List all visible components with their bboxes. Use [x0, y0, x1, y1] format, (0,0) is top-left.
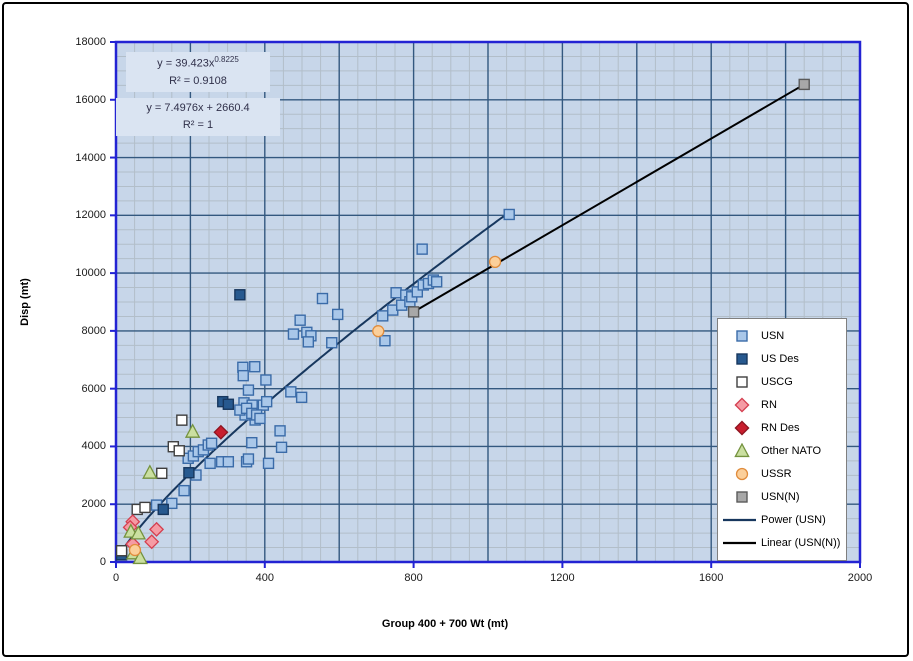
y-tick-label: 4000: [81, 440, 106, 453]
legend-item-uscg[interactable]: USCG: [718, 370, 846, 393]
y-tick-label: 2000: [81, 498, 106, 511]
legend-marker-ussr: [735, 467, 749, 480]
series-rn-des: [213, 424, 229, 440]
power-equation-text: y = 39.423x0.8225: [157, 55, 239, 70]
y-tick-label: 16000: [75, 93, 106, 106]
legend-line-linear-usn-n: [723, 541, 756, 544]
legend-marker-other-nato: [734, 442, 750, 457]
x-tick-label: 1600: [698, 572, 724, 584]
x-tick-label: 400: [255, 572, 274, 584]
linear-equation-r2: R² = 1: [182, 119, 214, 132]
y-tick-label: 10000: [75, 267, 106, 280]
legend-label-usn: USN: [761, 329, 785, 342]
series-ussr: [128, 255, 502, 557]
legend-item-other-nato[interactable]: Other NATO: [718, 439, 846, 462]
legend-marker-usn: [736, 329, 748, 342]
linear-equation-text: y = 7.4976x + 2660.4: [146, 102, 250, 114]
legend-label-ussr: USSR: [761, 467, 792, 480]
legend-item-usn-n[interactable]: USN(N): [718, 485, 846, 508]
y-tick-label: 18000: [75, 36, 106, 48]
legend-label-linear-usn-n: Linear (USN(N)): [761, 536, 841, 549]
series-usn-n: [407, 78, 810, 318]
x-tick-label: 800: [404, 572, 423, 584]
legend-label-rn: RN: [761, 398, 777, 411]
y-axis-title: Disp (mt): [19, 278, 31, 326]
y-tick-label: 6000: [81, 382, 106, 395]
legend-item-us-des[interactable]: US Des: [718, 347, 846, 370]
linear-equation-label[interactable]: y = 7.4976x + 2660.4 R² = 1: [116, 98, 280, 137]
y-tick-label: 14000: [75, 151, 106, 164]
power-equation-label[interactable]: y = 39.423x0.8225 R² = 0.9108: [126, 52, 270, 92]
power-equation-r2: R² = 0.9108: [169, 74, 227, 87]
legend-item-power-usn[interactable]: Power (USN): [718, 508, 846, 531]
legend-item-rn-des[interactable]: RN Des: [718, 416, 846, 439]
legend-line-power-usn: [723, 518, 756, 521]
legend-marker-rn-des: [734, 419, 750, 436]
x-tick-label: 0: [112, 572, 120, 584]
power-trendline: [118, 211, 510, 557]
legend-item-usn[interactable]: USN: [718, 324, 846, 347]
legend-item-ussr[interactable]: USSR: [718, 462, 846, 485]
x-axis-title: Group 400 + 700 Wt (mt): [381, 618, 509, 630]
y-tick-label: 8000: [81, 324, 106, 337]
legend-label-usn-n: USN(N): [761, 490, 800, 503]
legend-label-other-nato: Other NATO: [761, 444, 822, 457]
legend-label-us-des: US Des: [761, 352, 799, 365]
x-tick-label: 2000: [847, 572, 873, 584]
series-uscg: [115, 414, 188, 557]
y-tick-label: 0: [99, 556, 106, 568]
x-tick-label: 1200: [550, 572, 575, 584]
legend-item-rn[interactable]: RN: [718, 393, 846, 416]
y-tick-label: 12000: [75, 209, 106, 222]
series-usn: [150, 208, 515, 511]
legend-marker-uscg: [736, 375, 748, 388]
legend-item-linear-usn-n[interactable]: Linear (USN(N)): [718, 531, 846, 554]
legend-marker-rn: [734, 396, 750, 413]
legend-label-uscg: USCG: [761, 375, 793, 388]
legend-label-rn-des: RN Des: [761, 421, 800, 434]
linear-trendline: [413, 83, 805, 313]
legend-marker-usn-n: [736, 490, 748, 503]
legend-marker-us-des: [736, 352, 748, 365]
legend[interactable]: USN US Des USCG RN RN Des Other NATO USSR USN(N…: [717, 318, 847, 561]
legend-label-power-usn: Power (USN): [761, 513, 826, 526]
